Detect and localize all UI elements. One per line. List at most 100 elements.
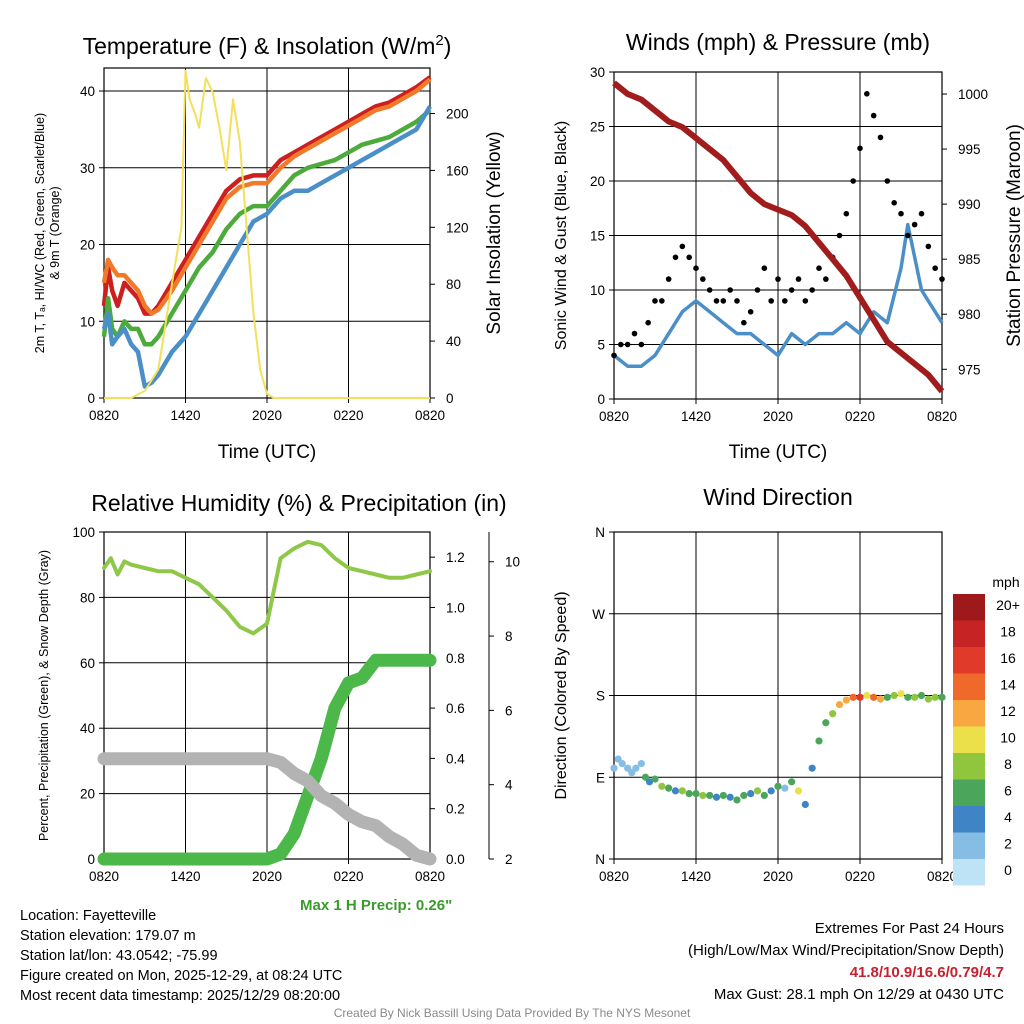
legend-swatch bbox=[953, 700, 985, 727]
gust-point bbox=[932, 265, 938, 272]
series-blue-line bbox=[101, 105, 432, 389]
direction-point bbox=[740, 791, 748, 800]
series-yellow-line bbox=[104, 69, 430, 399]
direction-point bbox=[931, 693, 939, 701]
gust-point bbox=[870, 112, 877, 119]
gust-point bbox=[891, 200, 897, 206]
gust-point bbox=[782, 298, 788, 304]
legend-title: mph bbox=[992, 574, 1019, 590]
direction-point bbox=[712, 793, 721, 801]
legend-swatch bbox=[953, 779, 985, 806]
y2-tick-label: 0.0 bbox=[446, 852, 465, 867]
legend-label: 0 bbox=[1004, 862, 1012, 878]
y-tick-label: 5 bbox=[597, 338, 605, 353]
direction-point bbox=[856, 693, 864, 701]
y-axis-label: Direction (Colored By Speed) bbox=[553, 591, 570, 799]
direction-point bbox=[678, 787, 686, 795]
y-tick-label: W bbox=[592, 607, 605, 622]
y-axis-label: 2m T, Tₐ, HI/WC (Red, Green, Scarlet/Blu… bbox=[33, 113, 62, 353]
y2-tick-label: 0.4 bbox=[446, 751, 465, 766]
y-tick-label: 0 bbox=[87, 391, 95, 406]
direction-point bbox=[774, 782, 782, 790]
direction-point bbox=[767, 787, 775, 795]
direction-point bbox=[618, 760, 626, 768]
x-axis-label: Time (UTC) bbox=[218, 442, 317, 463]
direction-point bbox=[808, 764, 816, 772]
temp-grid bbox=[103, 68, 431, 398]
direction-point bbox=[883, 693, 891, 701]
direction-point bbox=[849, 693, 857, 701]
gust-point bbox=[686, 254, 692, 261]
direction-point bbox=[917, 691, 926, 700]
rh-grid bbox=[103, 532, 431, 859]
direction-point bbox=[842, 696, 850, 704]
direction-point bbox=[733, 796, 741, 804]
station-info: Location: Fayetteville Station elevation… bbox=[20, 906, 342, 1006]
y-tick-label: 30 bbox=[80, 161, 95, 176]
y2-tick-label: 1.0 bbox=[446, 600, 465, 615]
y-tick-label: 0 bbox=[87, 852, 95, 867]
y-axis-label-line1: 2m T, Tₐ, HI/WC (Red, Green, Scarlet/Blu… bbox=[33, 113, 47, 353]
legend-label: 12 bbox=[1000, 703, 1016, 719]
x-tick-label: 2020 bbox=[252, 408, 282, 423]
y2-tick-label: 1000 bbox=[958, 87, 988, 102]
gust-point bbox=[802, 298, 809, 304]
gust-point bbox=[775, 276, 781, 282]
gust-point bbox=[864, 91, 870, 97]
x-tick-label: 2020 bbox=[763, 869, 793, 884]
x-axis-label: Time (UTC) bbox=[729, 442, 828, 463]
direction-point bbox=[706, 791, 714, 800]
y3-tick-label: 4 bbox=[505, 778, 513, 793]
credit-line: Created By Nick Bassill Using Data Provi… bbox=[333, 1006, 691, 1020]
series-green-line bbox=[101, 108, 432, 347]
y-tick-label: 0 bbox=[597, 392, 605, 407]
direction-point bbox=[897, 690, 905, 698]
series-rh-line bbox=[102, 539, 432, 636]
gust-point bbox=[857, 145, 863, 152]
y2-tick-label: 980 bbox=[958, 307, 981, 322]
y3-tick-label: 6 bbox=[505, 703, 513, 718]
gust-point bbox=[638, 341, 645, 348]
x-tick-label: 1420 bbox=[170, 408, 200, 423]
x-tick-label: 0820 bbox=[89, 408, 119, 423]
legend-swatch bbox=[953, 859, 985, 886]
max-gust: Max Gust: 28.1 mph On 12/29 at 0430 UTC bbox=[713, 986, 1004, 1003]
gust-point bbox=[659, 298, 665, 304]
gust-point bbox=[727, 287, 733, 293]
chart-title: Wind Direction bbox=[703, 484, 853, 510]
x-tick-label: 0820 bbox=[599, 409, 629, 424]
direction-point bbox=[781, 784, 789, 792]
direction-point bbox=[665, 784, 673, 792]
direction-point bbox=[938, 693, 946, 701]
gust-point bbox=[652, 298, 658, 304]
y-tick-label: N bbox=[595, 852, 605, 867]
y-tick-label: 10 bbox=[590, 283, 605, 298]
direction-point bbox=[747, 790, 755, 798]
y2-tick-label: 0.8 bbox=[446, 651, 465, 666]
legend-swatch bbox=[953, 673, 985, 700]
x-tick-label: 0820 bbox=[927, 869, 957, 884]
direction-point bbox=[671, 787, 680, 795]
x-tick-label: 0820 bbox=[599, 869, 629, 884]
gust-point bbox=[693, 265, 699, 272]
legend-swatch bbox=[953, 806, 985, 833]
y-axis-label-line2: & 9m T (Orange) bbox=[48, 186, 62, 279]
y3-tick-label: 10 bbox=[505, 555, 520, 570]
gust-point bbox=[618, 341, 624, 348]
y2-axis-label-text: Solar Insolation (Yellow) bbox=[484, 131, 505, 334]
direction-point bbox=[719, 791, 727, 800]
direction-point bbox=[658, 782, 666, 790]
direction-point bbox=[753, 787, 762, 795]
x-tick-label: 1420 bbox=[170, 869, 200, 884]
gust-point bbox=[836, 232, 843, 239]
direction-point bbox=[610, 764, 618, 772]
gust-point bbox=[611, 352, 617, 359]
legend-swatch bbox=[953, 726, 985, 753]
gust-point bbox=[939, 276, 945, 282]
gust-point bbox=[754, 287, 761, 293]
direction-point bbox=[815, 737, 823, 745]
legend-label: 20+ bbox=[996, 597, 1020, 613]
y-tick-label: 60 bbox=[80, 656, 95, 671]
y2-tick-label: 160 bbox=[446, 163, 469, 178]
